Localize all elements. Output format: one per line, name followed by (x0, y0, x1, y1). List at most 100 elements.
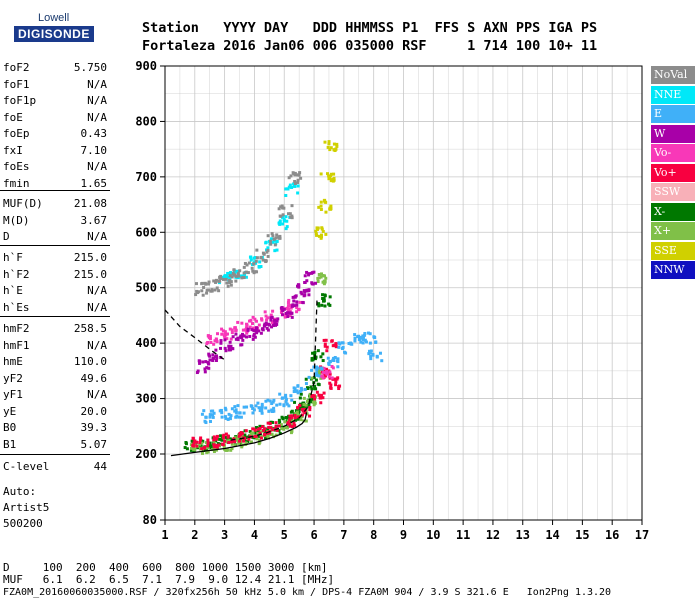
data-point-vo (195, 444, 199, 448)
data-point-vo (330, 339, 334, 343)
data-point-vo (277, 424, 281, 428)
data-point-vo (263, 310, 267, 314)
data-point-w (234, 337, 238, 341)
data-point-w (282, 307, 286, 311)
data-point-x (243, 433, 247, 437)
data-point-noval (261, 251, 265, 255)
param-yf1: yF1 N/A (3, 387, 107, 403)
data-point-e (336, 357, 340, 361)
data-point-e (357, 334, 361, 338)
data-point-vo (286, 304, 290, 308)
data-point-vo (320, 374, 324, 378)
data-point-x (245, 436, 249, 440)
data-point-w (303, 293, 307, 297)
data-point-nne (296, 191, 300, 195)
data-point-e (266, 398, 270, 402)
param-value: 44 (93, 460, 107, 473)
data-point-vo (313, 397, 317, 401)
data-point-e (224, 416, 228, 420)
data-point-vo (261, 428, 265, 432)
data-point-x (222, 444, 226, 448)
data-point-x (323, 274, 327, 278)
data-point-e (326, 356, 330, 360)
data-point-noval (244, 270, 248, 274)
data-point-x (288, 419, 292, 423)
data-point-vo (317, 393, 321, 397)
data-point-vo (240, 432, 244, 436)
param-foe: foE N/A (3, 110, 107, 126)
data-point-nne (254, 261, 258, 265)
data-point-noval (236, 272, 240, 276)
data-point-x (278, 431, 282, 435)
data-point-vo (328, 376, 332, 380)
data-point-e (368, 350, 372, 354)
data-point-noval (200, 282, 204, 286)
param-value: 215.0 (73, 267, 107, 281)
data-point-x (327, 302, 331, 306)
data-point-x (212, 450, 216, 454)
data-point-e (260, 409, 264, 413)
data-point-x (238, 438, 242, 442)
data-point-vo (267, 425, 271, 429)
data-point-e (256, 401, 260, 405)
data-point-vo (208, 337, 212, 341)
data-point-x (266, 434, 270, 438)
data-point-noval (296, 180, 300, 184)
data-point-e (285, 402, 289, 406)
data-point-e (257, 406, 261, 410)
data-point-x (256, 431, 260, 435)
data-point-vo (222, 433, 226, 437)
x-tick-label: 13 (516, 528, 530, 542)
data-point-vo (242, 439, 246, 443)
data-point-w (203, 370, 207, 374)
data-point-w (300, 292, 304, 296)
data-point-e (254, 404, 258, 408)
data-point-vo (319, 401, 323, 405)
param-name: M(D) (3, 213, 30, 227)
data-point-sse (319, 172, 323, 176)
data-point-e (211, 415, 215, 419)
data-point-x (284, 416, 288, 420)
data-point-noval (273, 243, 277, 247)
legend-item-x: X+ (651, 222, 695, 240)
data-point-vo (315, 390, 319, 394)
data-point-noval (266, 234, 270, 238)
data-point-x (308, 392, 312, 396)
data-point-w (261, 327, 265, 331)
data-point-vo (334, 380, 338, 384)
data-point-noval (247, 261, 251, 265)
data-point-vo (212, 438, 216, 442)
data-point-vo (213, 339, 217, 343)
data-point-w (305, 289, 309, 293)
data-point-vo (335, 377, 339, 381)
data-point-e (226, 417, 230, 421)
data-point-e (337, 341, 341, 345)
data-point-sse (335, 142, 339, 146)
data-point-x (317, 272, 321, 276)
data-point-e (204, 421, 208, 425)
data-point-noval (228, 281, 232, 285)
data-point-vo (222, 334, 226, 338)
data-point-e (202, 409, 206, 413)
data-point-noval (202, 285, 206, 289)
data-point-vo (296, 415, 300, 419)
data-point-vo (248, 325, 252, 329)
header-line-1: Station YYYY DAY DDD HHMMSS P1 FFS S AXN… (142, 20, 598, 36)
data-point-vo (212, 342, 216, 346)
data-point-w (264, 321, 268, 325)
data-point-x (310, 376, 314, 380)
data-point-sse (327, 142, 331, 146)
data-point-vo (301, 409, 305, 413)
data-point-vo (288, 314, 292, 318)
data-point-noval (278, 236, 282, 240)
data-point-e (208, 420, 212, 424)
data-point-w (299, 290, 303, 294)
data-point-sse (327, 140, 331, 144)
data-point-vo (230, 331, 234, 335)
data-point-nne (229, 272, 233, 276)
data-point-vo (328, 370, 332, 374)
data-point-noval (290, 204, 294, 208)
data-point-vo (274, 425, 278, 429)
data-point-vo (206, 441, 210, 445)
